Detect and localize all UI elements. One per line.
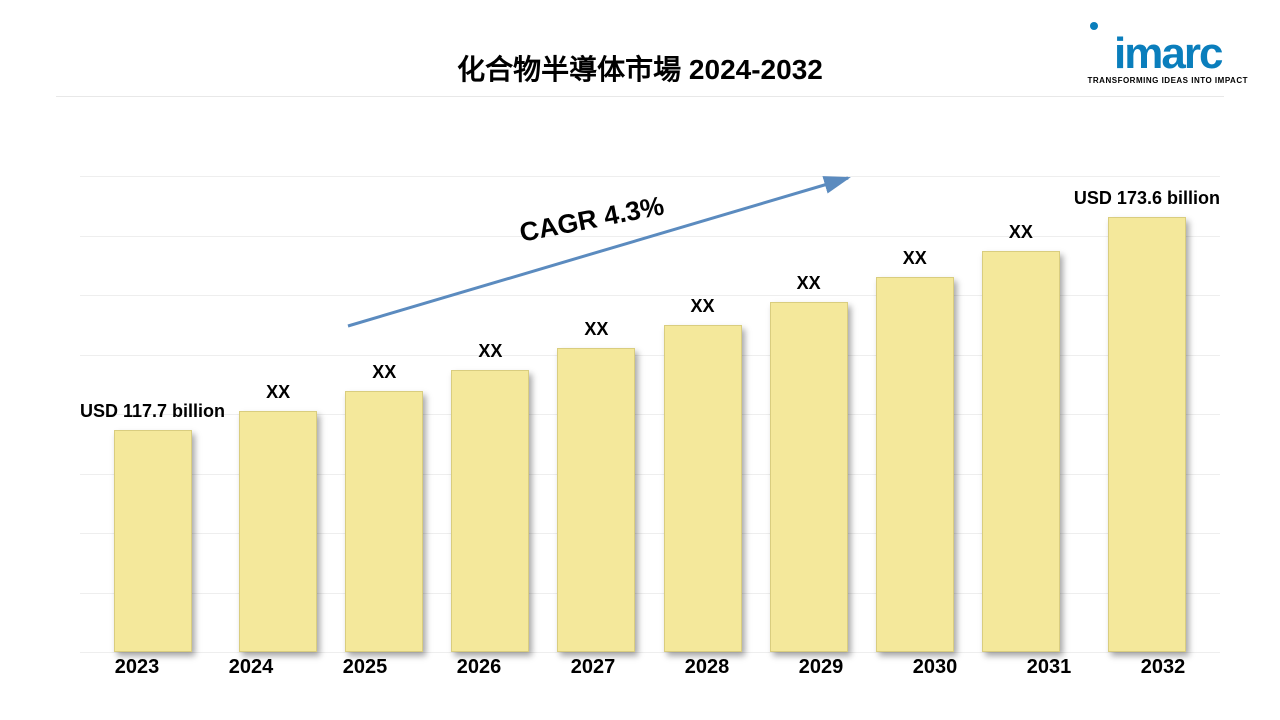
bar xyxy=(1108,217,1186,652)
bar xyxy=(557,348,635,652)
logo-word: imarc xyxy=(1088,34,1248,74)
bar-value-label: USD 173.6 billion xyxy=(1074,188,1220,209)
chart-page: 化合物半導体市場 2024-2032 imarc TRANSFORMING ID… xyxy=(0,0,1280,720)
bar-slot: XX xyxy=(862,248,968,652)
bar xyxy=(345,391,423,652)
x-tick: 2026 xyxy=(422,656,536,679)
bar xyxy=(114,430,192,652)
x-tick: 2031 xyxy=(992,656,1106,679)
title-divider xyxy=(56,96,1224,97)
bar xyxy=(876,277,954,652)
gridline xyxy=(80,652,1220,653)
x-axis: 2023202420252026202720282029203020312032 xyxy=(80,656,1220,679)
bar-slot: USD 117.7 billion xyxy=(80,401,225,652)
bar-slot: XX xyxy=(225,382,331,652)
bar xyxy=(664,325,742,652)
bar-value-label: USD 117.7 billion xyxy=(80,401,225,422)
bar-value-label: XX xyxy=(1009,222,1033,243)
bar xyxy=(239,411,317,652)
x-tick: 2024 xyxy=(194,656,308,679)
bar-slot: XX xyxy=(968,222,1074,652)
bar-value-label: XX xyxy=(266,382,290,403)
bar-group: USD 117.7 billion XX XX XX XX XX XX XX XX USD 173… xyxy=(80,176,1220,652)
x-tick: 2032 xyxy=(1106,656,1220,679)
bar-slot: XX xyxy=(331,362,437,652)
x-tick: 2030 xyxy=(878,656,992,679)
bar xyxy=(982,251,1060,652)
bar-value-label: XX xyxy=(797,273,821,294)
bar-slot: XX xyxy=(543,319,649,652)
x-tick: 2029 xyxy=(764,656,878,679)
bar-slot: XX xyxy=(756,273,862,652)
bar-value-label: XX xyxy=(691,296,715,317)
logo-dot-icon xyxy=(1090,22,1098,30)
bar-value-label: XX xyxy=(478,341,502,362)
bar xyxy=(451,370,529,652)
x-tick: 2023 xyxy=(80,656,194,679)
bar-value-label: XX xyxy=(584,319,608,340)
bar-slot: XX xyxy=(437,341,543,652)
bar-slot: USD 173.6 billion xyxy=(1074,188,1220,652)
x-tick: 2027 xyxy=(536,656,650,679)
brand-logo: imarc TRANSFORMING IDEAS INTO IMPACT xyxy=(1088,34,1248,85)
bar xyxy=(770,302,848,652)
x-tick: 2028 xyxy=(650,656,764,679)
x-tick: 2025 xyxy=(308,656,422,679)
bar-value-label: XX xyxy=(372,362,396,383)
bar-value-label: XX xyxy=(903,248,927,269)
bar-chart: CAGR 4.3% USD 117.7 billionXXXXXXXXXXXXX… xyxy=(80,176,1220,652)
bar-slot: XX xyxy=(649,296,755,652)
